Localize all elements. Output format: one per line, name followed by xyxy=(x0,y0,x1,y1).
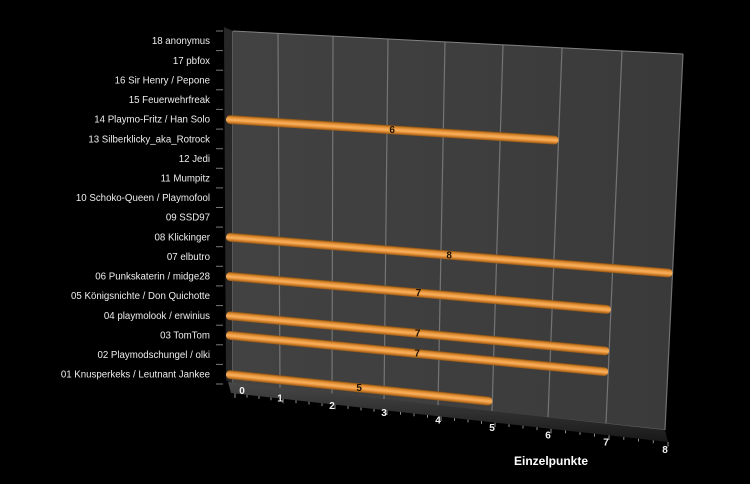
x-tick-label: 5 xyxy=(489,423,495,434)
category-label: 11 Mumpitz xyxy=(161,174,211,185)
category-label: 02 Playmodschungel / olki xyxy=(97,350,210,361)
gridline xyxy=(437,41,446,406)
x-tick-label: 1 xyxy=(277,393,283,404)
x-tick-label: 4 xyxy=(435,416,441,427)
gridline xyxy=(605,50,623,424)
category-axis-ticks xyxy=(216,30,223,385)
category-label: 15 Feuerwehrfreak xyxy=(129,95,210,106)
category-label: 03 TomTom xyxy=(160,330,210,341)
gridline xyxy=(491,44,504,412)
bar xyxy=(225,311,610,356)
bar-shape xyxy=(225,232,673,278)
category-label: 12 Jedi xyxy=(179,154,210,165)
category-label: 17 pbfox xyxy=(173,56,210,67)
category-label: 06 Punkskaterin / midge28 xyxy=(95,272,210,283)
x-tick-label: 8 xyxy=(662,445,668,456)
category-axis-labels: 18 anonymus 17 pbfox 16 Sir Henry / Pepone… xyxy=(61,36,211,380)
chart-floor xyxy=(228,382,668,442)
bar-series xyxy=(225,115,673,406)
x-tick-label: 2 xyxy=(329,401,335,412)
category-label: 07 elbutro xyxy=(167,252,210,263)
bar-value-label: 8 xyxy=(446,250,452,261)
category-label: 18 anonymus xyxy=(152,36,210,47)
category-label: 01 Knusperkeks / Leutnant Jankee xyxy=(61,370,210,381)
bar xyxy=(225,232,673,278)
bar-shape xyxy=(225,370,493,406)
category-label: 04 playmolook / erwinius xyxy=(104,311,210,322)
bar-shape xyxy=(225,271,611,314)
category-label: 10 Schoko-Queen / Playmofool xyxy=(76,193,210,204)
category-label: 16 Sir Henry / Pepone xyxy=(115,75,210,86)
wall-top-edge xyxy=(232,30,684,55)
bar xyxy=(225,330,609,377)
gridline xyxy=(383,38,389,401)
x-axis-title: Einzelpunkte xyxy=(514,454,588,468)
gridline xyxy=(547,47,563,418)
bar-shape xyxy=(225,115,559,145)
category-label: 14 Playmo-Fritz / Han Solo xyxy=(94,115,210,126)
bar xyxy=(225,370,493,406)
bar-value-label: 7 xyxy=(414,349,420,360)
value-axis-labels: 0 1 2 3 4 5 6 7 8 xyxy=(239,386,668,456)
bar-value-label: 7 xyxy=(415,329,421,340)
value-axis-ticks xyxy=(234,393,669,447)
x-tick-label: 6 xyxy=(545,430,551,441)
category-label: 09 SSD97 xyxy=(166,213,210,224)
gridlines xyxy=(277,33,684,431)
bar-shape xyxy=(225,330,609,377)
gridline xyxy=(664,53,684,431)
bar-value-label: 7 xyxy=(416,288,422,299)
chart-back-wall xyxy=(232,31,683,430)
category-label: 13 Silberklicky_aka_Rotrock xyxy=(88,134,210,145)
bar-value-labels: 6 8 7 7 7 5 xyxy=(356,125,452,394)
bar-shape xyxy=(225,311,610,356)
bar xyxy=(225,115,559,145)
x-tick-label: 0 xyxy=(239,386,245,397)
x-tick-label: 7 xyxy=(603,438,609,449)
gridline xyxy=(277,33,281,390)
category-label: 05 Königsnichte / Don Quichotte xyxy=(71,291,210,302)
x-tick-label: 3 xyxy=(381,408,387,419)
bar-value-label: 5 xyxy=(356,383,362,394)
category-label: 08 Klickinger xyxy=(155,232,211,243)
bar-value-label: 6 xyxy=(389,125,395,136)
bar xyxy=(225,271,611,314)
gridline xyxy=(331,36,334,395)
